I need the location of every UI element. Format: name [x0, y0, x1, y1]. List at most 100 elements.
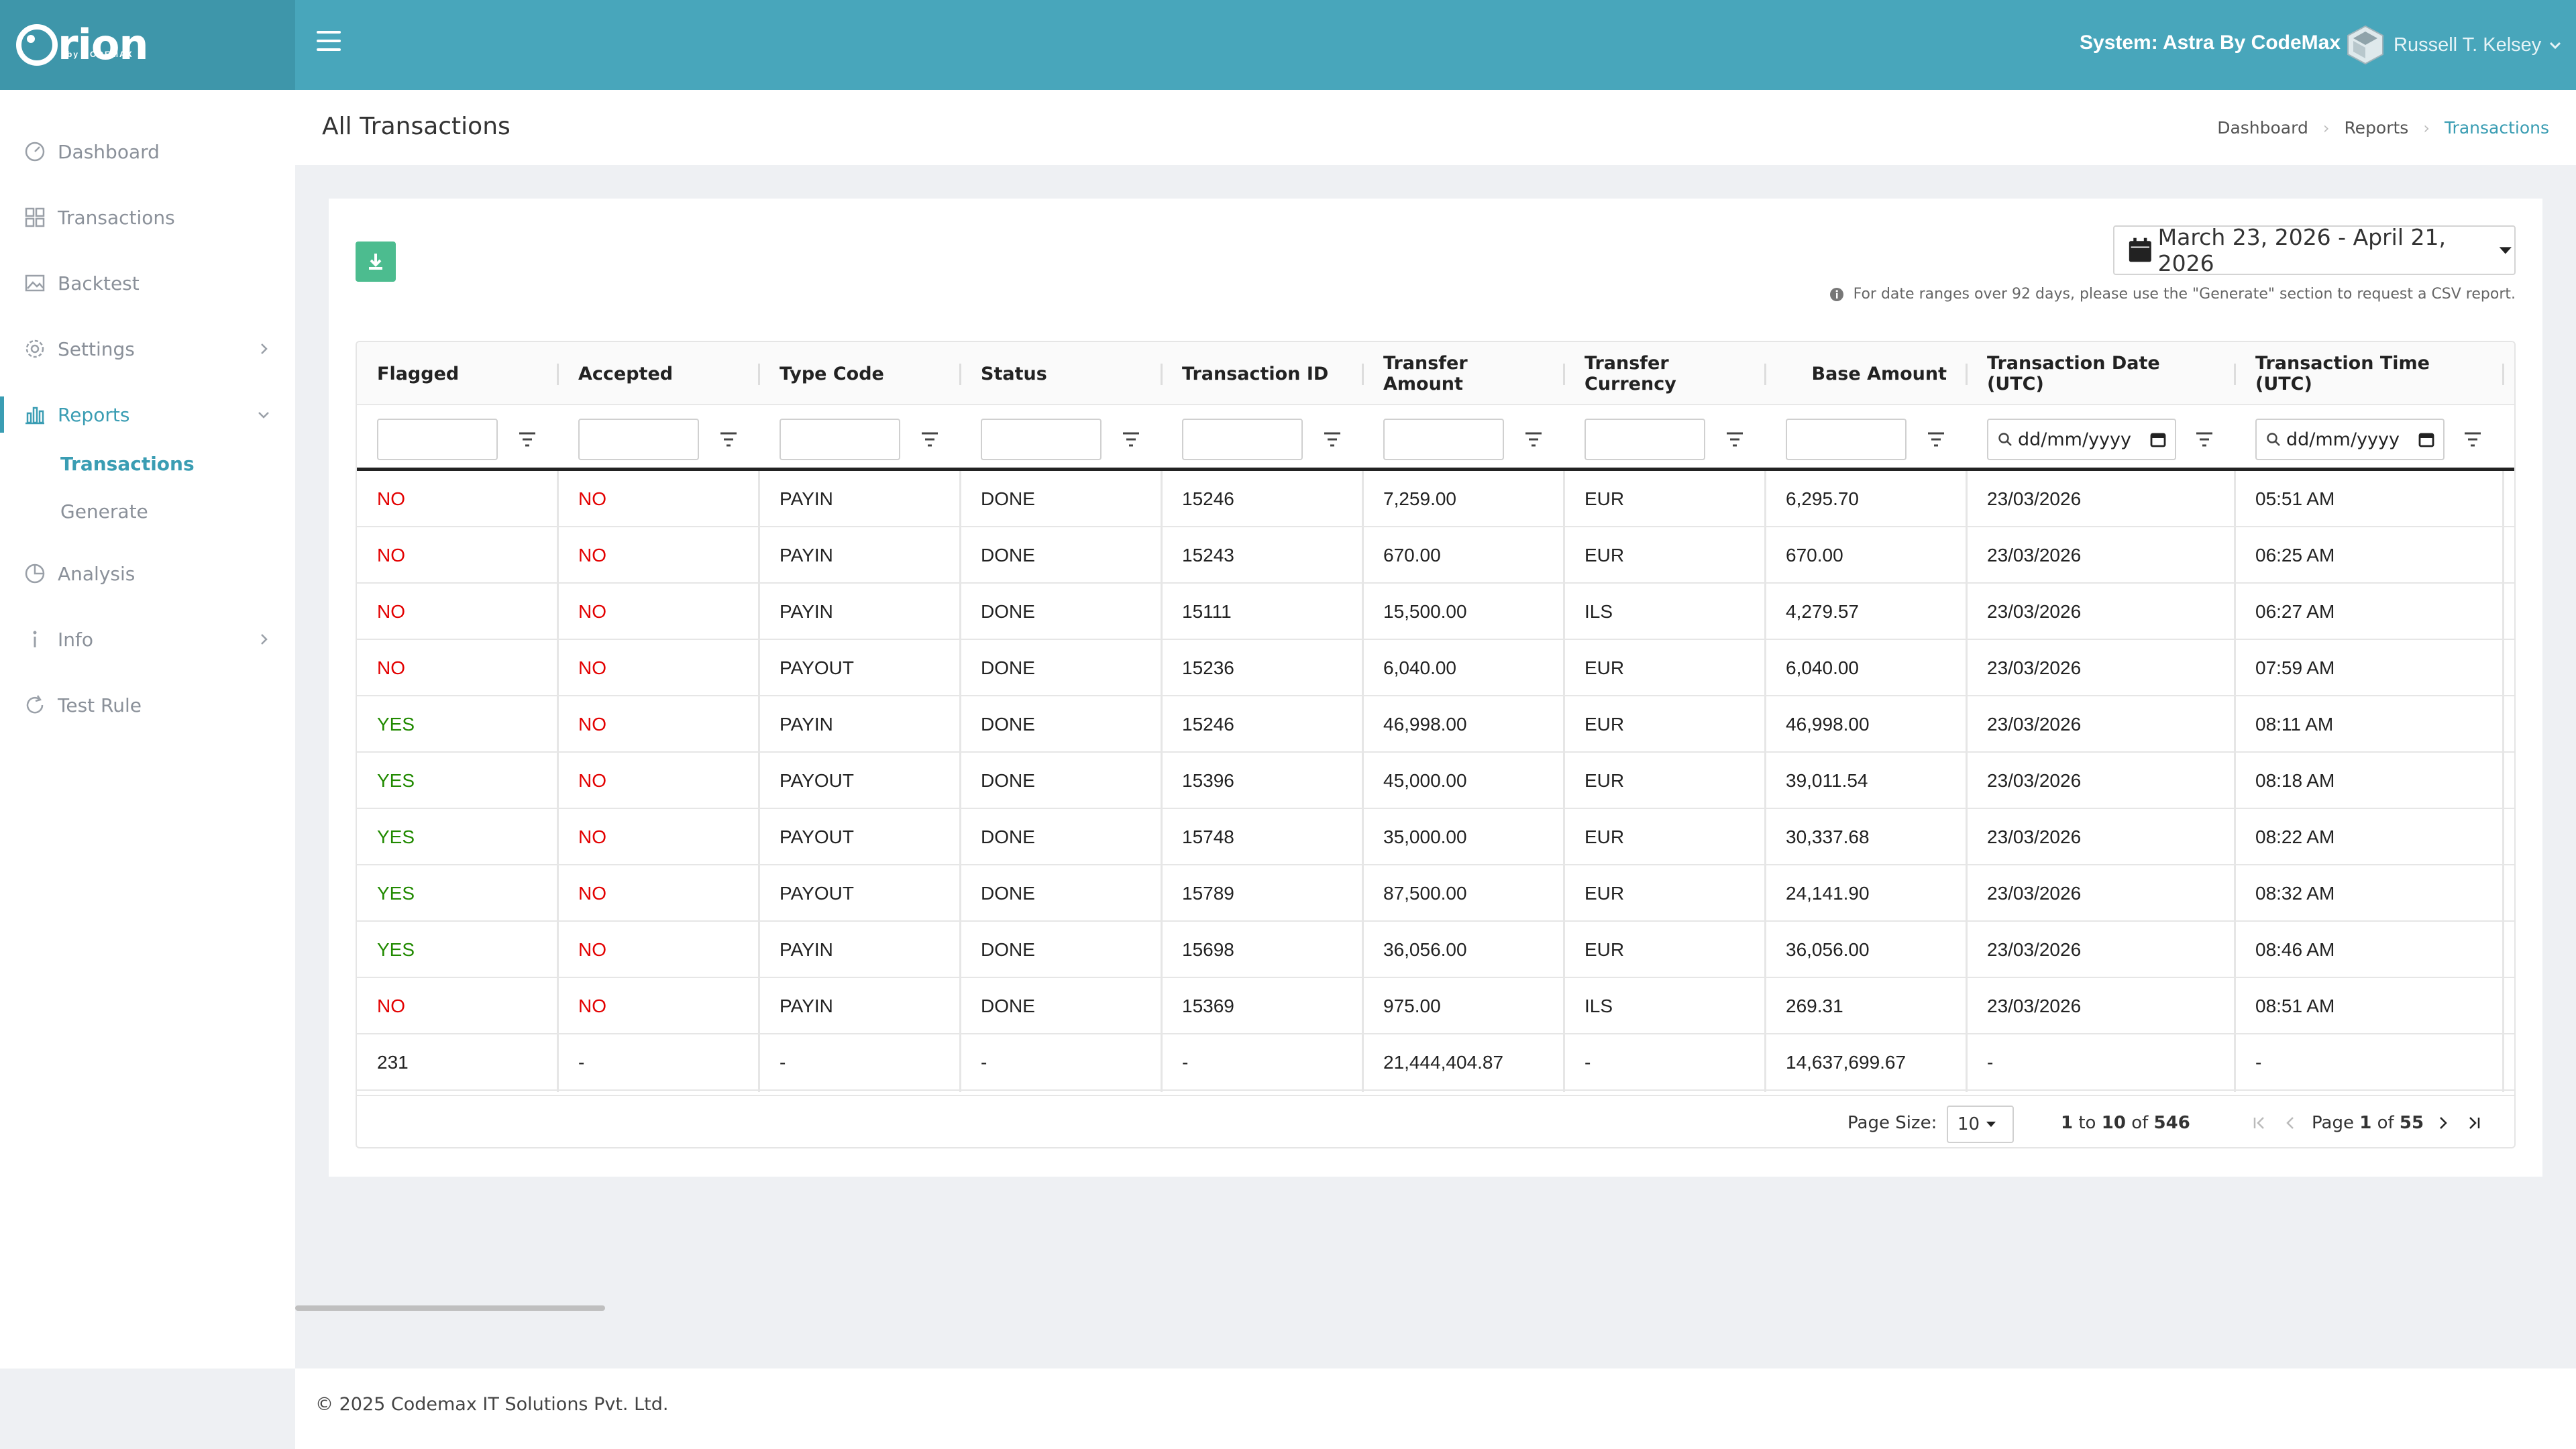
col-resize-handle [1362, 364, 1364, 385]
column-divider [1362, 471, 1364, 1092]
cell-transfer-currency: EUR [1585, 770, 1625, 791]
sidebar-item-label: Dashboard [58, 140, 160, 163]
col-header-transaction-id[interactable]: Transaction ID [1182, 363, 1329, 384]
table-row[interactable]: NO NO PAYIN DONE 15243 670.00 EUR 670.00 23/03/2… [357, 527, 2514, 584]
col-header-transfer-amount[interactable]: Transfer Amount [1383, 353, 1468, 394]
page-size-label: Page Size: [1847, 1113, 1937, 1133]
table-row[interactable]: NO NO PAYIN DONE 15369 975.00 ILS 269.31 23/03/2… [357, 978, 2514, 1034]
cell-transaction-date: - [1987, 1052, 1994, 1073]
page-header: All Transactions Dashboard › Reports › T… [295, 90, 2576, 165]
filter-icon[interactable] [1524, 431, 1543, 448]
table-row[interactable]: NO NO PAYIN DONE 15246 7,259.00 EUR 6,295.70 23/… [357, 471, 2514, 527]
filter-date-input[interactable]: dd/mm/yyyy [1987, 419, 2176, 460]
column-divider [959, 471, 961, 1092]
cell-transfer-currency: ILS [1585, 601, 1613, 622]
last-page-icon[interactable] [2465, 1114, 2483, 1132]
user-menu[interactable]: Russell T. Kelsey [2347, 23, 2563, 67]
cell-transfer-amount: 46,998.00 [1383, 714, 1467, 735]
table-row[interactable]: NO NO PAYIN DONE 15111 15,500.00 ILS 4,279.57 23… [357, 584, 2514, 640]
cell-transfer-currency: EUR [1585, 939, 1625, 960]
cell-flagged: NO [377, 601, 405, 622]
col-header-transaction-date[interactable]: Transaction Date (UTC) [1987, 353, 2160, 394]
sidebar-item-reports[interactable]: Reports [0, 391, 295, 438]
filter-input-base-amount[interactable] [1786, 419, 1907, 460]
filter-icon[interactable] [2463, 431, 2482, 448]
col-resize-handle [959, 364, 961, 385]
cell-transfer-currency: ILS [1585, 996, 1613, 1016]
filter-icon[interactable] [1122, 431, 1140, 448]
filter-input-transaction-id[interactable] [1182, 419, 1303, 460]
filter-input-type-code[interactable] [780, 419, 900, 460]
menu-toggle-button[interactable] [317, 31, 341, 55]
cell-base-amount: 6,040.00 [1786, 657, 1859, 678]
table-row[interactable]: NO NO PAYOUT DONE 15236 6,040.00 EUR 6,040.00 23… [357, 640, 2514, 696]
sidebar-subitem-transactions[interactable]: Transactions [60, 453, 195, 475]
sidebar-subitem-generate[interactable]: Generate [60, 500, 148, 523]
cell-type-code: PAYIN [780, 545, 833, 566]
col-resize-handle [1764, 364, 1766, 385]
col-header-flagged[interactable]: Flagged [377, 363, 460, 384]
filter-input-status[interactable] [981, 419, 1102, 460]
first-page-icon[interactable] [2250, 1114, 2269, 1132]
filter-time-date-input[interactable]: dd/mm/yyyy [2255, 419, 2445, 460]
sidebar-item-dashboard[interactable]: Dashboard [0, 128, 295, 175]
filter-input-accepted[interactable] [578, 419, 699, 460]
sidebar-item-transactions[interactable]: Transactions [0, 194, 295, 241]
col-header-type-code[interactable]: Type Code [780, 363, 884, 384]
filter-icon[interactable] [920, 431, 939, 448]
logo-text: rion [58, 20, 149, 69]
table-row[interactable]: YES NO PAYOUT DONE 15396 45,000.00 EUR 39,011.5… [357, 753, 2514, 809]
cell-transfer-amount: 45,000.00 [1383, 770, 1467, 791]
cell-type-code: PAYOUT [780, 826, 854, 847]
page-size-select[interactable]: 10 [1947, 1106, 2014, 1143]
horizontal-scrollbar[interactable] [295, 1305, 605, 1311]
table-totals-row[interactable]: 231 - - - - 21,444,404.87 - 14,637,699.67 - - [357, 1034, 2514, 1091]
breadcrumb-separator-icon: › [2322, 118, 2330, 138]
breadcrumb-dashboard[interactable]: Dashboard [2217, 118, 2308, 138]
cell-flagged: NO [377, 657, 405, 678]
sidebar-item-settings[interactable]: Settings [0, 325, 295, 372]
calendar-icon[interactable] [2149, 431, 2167, 448]
filter-icon[interactable] [1323, 431, 1342, 448]
calendar-icon[interactable] [2418, 431, 2435, 448]
filter-input-transfer-amount[interactable] [1383, 419, 1504, 460]
sidebar-item-test-rule[interactable]: Test Rule [0, 682, 295, 729]
col-header-transfer-currency[interactable]: Transfer Currency [1585, 353, 1676, 394]
cell-transfer-currency: EUR [1585, 488, 1625, 509]
col-resize-handle [2234, 364, 2236, 385]
sidebar-item-analysis[interactable]: Analysis [0, 550, 295, 597]
cell-accepted: - [578, 1052, 585, 1073]
download-button[interactable] [356, 241, 396, 282]
date-range-picker[interactable]: March 23, 2026 - April 21, 2026 [2113, 224, 2516, 276]
cell-base-amount: 36,056.00 [1786, 939, 1870, 960]
sidebar-item-backtest[interactable]: Backtest [0, 260, 295, 307]
filter-icon[interactable] [719, 431, 738, 448]
filter-icon[interactable] [2195, 431, 2214, 448]
cell-transaction-id: 15396 [1182, 770, 1234, 791]
filter-icon[interactable] [1927, 431, 1945, 448]
gear-icon [25, 339, 44, 358]
refresh-icon [26, 695, 44, 714]
breadcrumb-reports[interactable]: Reports [2344, 118, 2409, 138]
table-row[interactable]: YES NO PAYIN DONE 15246 46,998.00 EUR 46,998.00… [357, 696, 2514, 753]
column-divider [1161, 471, 1163, 1092]
col-header-status[interactable]: Status [981, 363, 1047, 384]
cell-transaction-date: 23/03/2026 [1987, 939, 2082, 960]
table-row[interactable]: YES NO PAYOUT DONE 15748 35,000.00 EUR 30,337.6… [357, 809, 2514, 865]
col-header-transaction-time[interactable]: Transaction Time (UTC) [2255, 353, 2430, 394]
col-header-accepted[interactable]: Accepted [578, 363, 674, 384]
col-header-base-amount[interactable]: Base Amount [1811, 363, 1947, 384]
app-logo[interactable]: rion [16, 15, 149, 75]
caret-down-icon [2500, 247, 2512, 254]
prev-page-icon[interactable] [2281, 1114, 2300, 1132]
filter-icon[interactable] [518, 431, 537, 448]
filter-icon[interactable] [1725, 431, 1744, 448]
filter-input-transfer-currency[interactable] [1585, 419, 1705, 460]
cell-accepted: NO [578, 826, 606, 847]
table-row[interactable]: YES NO PAYIN DONE 15698 36,056.00 EUR 36,056.00… [357, 922, 2514, 978]
next-page-icon[interactable] [2434, 1114, 2453, 1132]
filter-input-flagged[interactable] [377, 419, 498, 460]
sidebar-item-info[interactable]: Info [0, 616, 295, 663]
cell-type-code: PAYIN [780, 939, 833, 960]
table-row[interactable]: YES NO PAYOUT DONE 15789 87,500.00 EUR 24,141.9… [357, 865, 2514, 922]
